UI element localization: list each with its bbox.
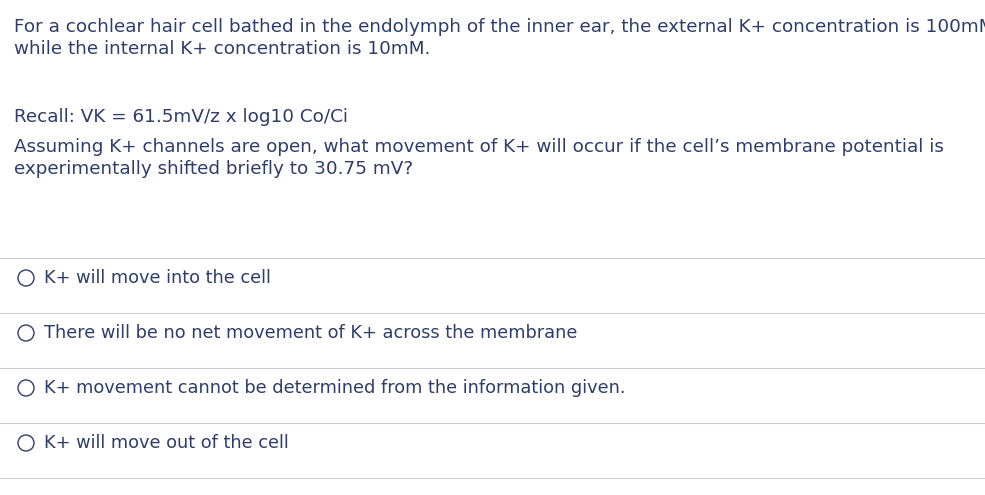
Text: K+ movement cannot be determined from the information given.: K+ movement cannot be determined from th… [44, 379, 625, 397]
Text: experimentally shifted briefly to 30.75 mV?: experimentally shifted briefly to 30.75 … [14, 160, 413, 178]
Text: K+ will move into the cell: K+ will move into the cell [44, 269, 271, 287]
Text: Assuming K+ channels are open, what movement of K+ will occur if the cell’s memb: Assuming K+ channels are open, what move… [14, 138, 944, 156]
Text: K+ will move out of the cell: K+ will move out of the cell [44, 434, 289, 452]
Text: There will be no net movement of K+ across the membrane: There will be no net movement of K+ acro… [44, 324, 577, 342]
Text: while the internal K+ concentration is 10mM.: while the internal K+ concentration is 1… [14, 40, 430, 58]
Text: For a cochlear hair cell bathed in the endolymph of the inner ear, the external : For a cochlear hair cell bathed in the e… [14, 18, 985, 36]
Text: Recall: VK = 61.5mV/z x log10 Co/Ci: Recall: VK = 61.5mV/z x log10 Co/Ci [14, 108, 348, 126]
